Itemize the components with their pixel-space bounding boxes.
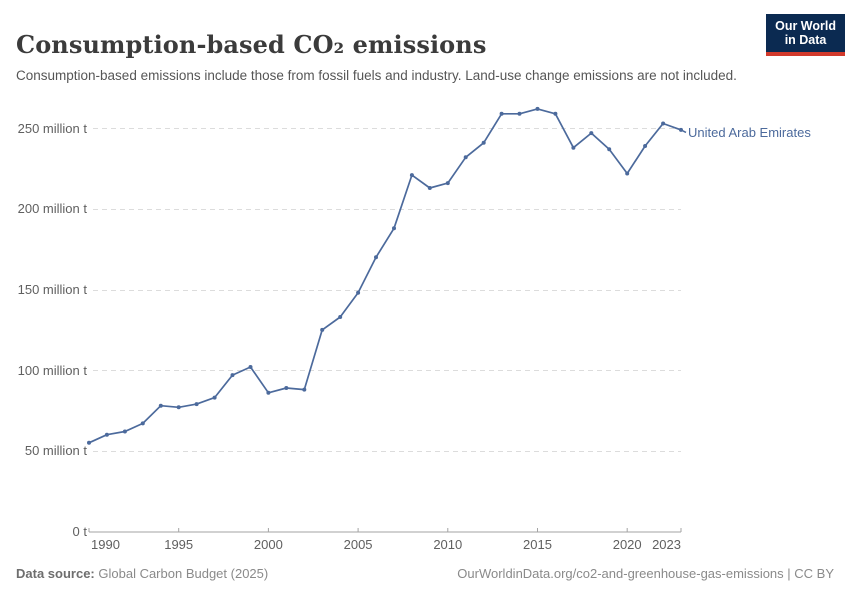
owid-logo: Our World in Data [766,14,845,56]
x-axis-tick-label: 2010 [433,537,463,552]
gridline [93,450,681,452]
canonical-url-license: OurWorldinData.org/co2-and-greenhouse-ga… [457,566,834,581]
data-point [122,429,127,434]
gridline [93,289,681,291]
data-point [481,140,486,145]
data-point [553,111,558,116]
data-point [104,432,109,437]
data-point [194,402,199,407]
y-axis-tick-label: 50 million t [24,443,87,459]
owid-logo-line2: in Data [784,33,827,48]
y-axis-tick-label: 150 million t [17,282,87,298]
x-axis-tick-label: 2023 [652,537,681,552]
data-point [427,186,432,190]
gridline [93,208,681,210]
data-point [374,255,378,260]
y-axis-tick-label: 0 t [72,524,87,539]
data-point [87,440,91,445]
data-point [266,390,271,395]
data-point [338,315,343,319]
chart-title: Consumption-based CO₂ emissions [16,30,487,60]
plot-svg [87,106,687,533]
y-axis-tick-label: 100 million t [17,362,87,378]
x-axis-tick-label: 2020 [612,537,642,552]
data-point [445,181,450,186]
entity-leader-line [681,129,687,134]
data-point [248,365,253,369]
data-point [356,290,361,295]
gridline [93,128,681,130]
data-point [158,403,163,408]
x-axis-tick-label: 1995 [164,537,194,552]
line-chart: 0 t 50 million t 100 million t 150 million … [0,100,850,560]
owid-logo-line1: Our World [775,19,836,33]
data-point [176,405,181,410]
data-point [499,111,504,116]
data-source-label: Data source: [16,566,95,581]
data-point [140,421,145,426]
data-point [284,386,289,390]
data-point [409,173,414,178]
x-axis-tick-label: 2015 [523,537,552,552]
x-axis-tick-label: 2000 [253,537,283,552]
data-point [302,387,307,392]
data-point [571,145,576,150]
data-source-value: Global Carbon Budget (2025) [98,566,269,581]
data-line [88,108,682,444]
data-point [589,131,594,136]
chart-subtitle: Consumption-based emissions include thos… [16,67,737,83]
data-point [212,395,217,400]
x-axis-tick-label: 2005 [343,537,373,552]
data-point [230,373,235,378]
data-point [643,144,648,148]
y-axis-tick-label: 250 million t [17,120,87,136]
data-point [535,106,540,111]
data-point [320,327,325,332]
data-point [661,121,666,126]
data-point [392,226,396,231]
chart-footer: Data source: Global Carbon Budget (2025)… [16,566,834,581]
data-point [463,155,468,160]
data-point [517,111,522,116]
data-point [607,147,612,152]
x-axis-tick-label: 1990 [91,537,120,552]
data-source-note: Data source: Global Carbon Budget (2025) [16,566,268,581]
y-axis-tick-label: 200 million t [17,201,87,217]
series-entity-label: United Arab Emirates [688,124,811,140]
gridline [93,370,681,372]
data-point [625,171,630,176]
